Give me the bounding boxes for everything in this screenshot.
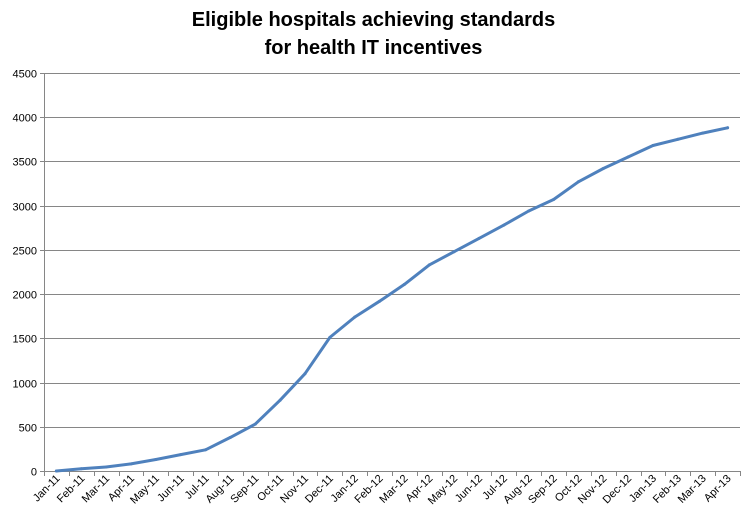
data-point: [79, 467, 83, 471]
data-point: [303, 372, 307, 376]
data-point: [278, 398, 282, 402]
data-point: [179, 453, 183, 457]
data-point: [601, 167, 605, 170]
y-tick-label: 4000: [13, 113, 37, 125]
data-point: [676, 137, 680, 141]
x-tick-label: Jun-11: [155, 473, 187, 505]
y-tick-label: 0: [31, 467, 37, 479]
y-tick-label: 2500: [13, 246, 37, 258]
x-tick-label: Mar-12: [377, 473, 410, 506]
data-point: [427, 263, 431, 267]
data-point: [477, 236, 481, 240]
x-tick-label: Sep-11: [228, 473, 261, 506]
series-line: [54, 126, 730, 473]
series-layer: [54, 126, 730, 473]
data-point: [402, 282, 406, 286]
data-point: [228, 435, 232, 439]
y-tick-label: 3000: [13, 202, 37, 214]
y-tick-label: 1000: [13, 379, 37, 391]
data-point: [353, 315, 357, 319]
axes: [40, 73, 741, 476]
y-tick-labels: 0 500 1000 1500 2000 2500 3000 3500 4000 4500: [13, 69, 37, 479]
x-tick-label: Jun-12: [453, 473, 485, 505]
data-point: [502, 223, 506, 227]
x-tick-label: Mar-11: [80, 473, 113, 506]
y-tick-label: 2000: [13, 290, 37, 302]
x-tick-label: Dec-11: [303, 473, 336, 506]
y-tick-label: 500: [19, 423, 37, 435]
data-point: [552, 198, 556, 201]
x-tick-label: Mar-13: [676, 473, 709, 506]
x-tick-label: Apr-13: [702, 473, 734, 505]
data-point: [204, 448, 208, 452]
data-point: [452, 250, 456, 254]
y-tick-label: 1500: [13, 334, 37, 346]
chart-title-line-2: for health IT incentives: [264, 37, 483, 59]
data-point: [253, 422, 257, 426]
data-point: [54, 469, 58, 473]
data-point: [104, 465, 108, 469]
data-point: [129, 462, 133, 466]
data-point: [527, 209, 531, 213]
chart-title-line-1: Eligible hospitals achieving standards: [191, 9, 556, 31]
chart-title: Eligible hospitals achieving standards f…: [0, 6, 747, 62]
data-point: [651, 144, 655, 147]
data-point: [378, 299, 382, 303]
x-tick-labels: Jan-11Feb-11Mar-11Apr-11May-11Jun-11Jul-…: [31, 473, 734, 507]
data-point: [576, 180, 580, 184]
y-tick-label: 4500: [13, 69, 37, 81]
data-point: [154, 458, 158, 461]
data-point: [626, 155, 630, 159]
data-point: [328, 335, 332, 339]
data-point: [726, 126, 730, 130]
data-point: [701, 131, 705, 135]
gridlines: [44, 73, 740, 428]
y-tick-label: 3500: [13, 157, 37, 169]
